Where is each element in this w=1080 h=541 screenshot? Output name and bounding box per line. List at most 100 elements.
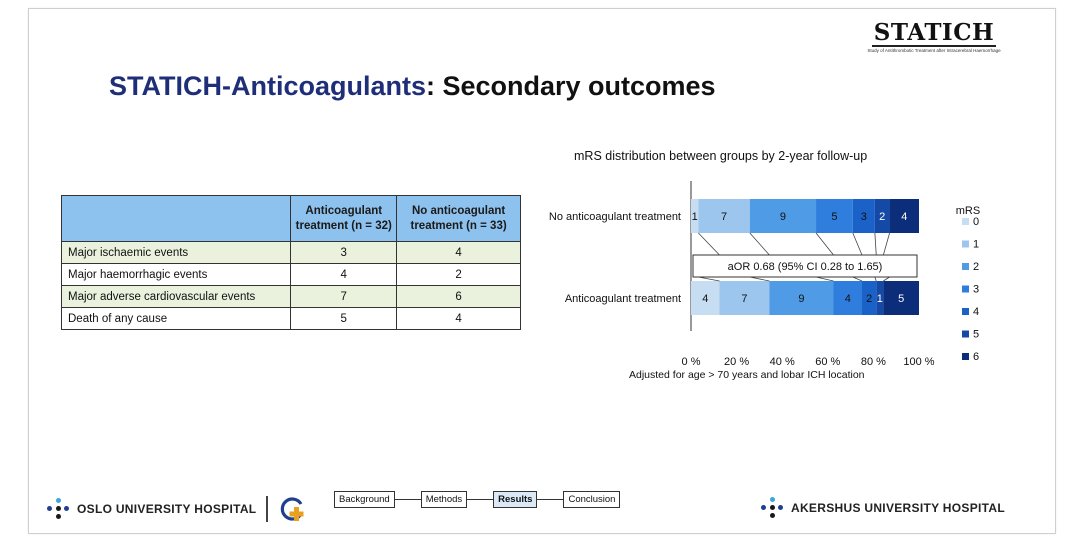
bar-segment-label: 5 [831,211,837,223]
bar-segment [862,281,877,315]
legend-swatch [962,218,969,225]
bar-segment-label: 3 [861,211,867,223]
akershus-logo-dots-icon [761,497,783,519]
page-title-rest: : Secondary outcomes [426,71,716,101]
legend-label: 3 [973,284,979,296]
logo-dot [64,506,69,511]
bar-segment-label: 2 [879,211,885,223]
legend-label: 4 [973,306,979,318]
legend-label: 5 [973,329,979,341]
legend-swatch [962,308,969,315]
row-label: Major ischaemic events [60,241,292,264]
bar-segment [691,281,720,315]
secondary-outcomes-table: Anticoagulant treatment (n = 32) No anti… [60,195,521,330]
connector-line [815,276,834,282]
category-label: Anticoagulant treatment [565,293,681,305]
bar-segment [874,199,890,233]
row-value-no-anticoagulant: 4 [396,307,521,330]
table-row: Major ischaemic events 3 4 [60,241,521,264]
statich-logo-word: STATICH [871,19,997,47]
logo-dot [56,498,61,503]
nav-background[interactable]: Background [334,491,395,508]
table-row: Major haemorrhagic events 4 2 [60,263,521,286]
section-navigation: Background Methods Results Conclusion [334,491,621,508]
nav-connector [394,499,421,500]
x-tick-label: 60 % [815,356,840,367]
footer-divider [266,496,269,522]
row-value-no-anticoagulant: 2 [396,263,521,286]
footer-right: AKERSHUS UNIVERSITY HOSPITAL [761,497,1005,519]
connector-line [852,276,863,282]
connector-line [749,232,770,256]
bar-segment-label: 4 [901,211,907,223]
logo-dot [778,505,783,510]
bar-segment [719,281,770,315]
x-tick-label: 20 % [724,356,749,367]
bar-segment [889,199,919,233]
page-title: STATICH-Anticoagulants: Secondary outcom… [109,71,716,102]
bar-segment-label: 5 [898,293,904,305]
row-value-anticoagulant: 5 [290,307,398,330]
connector-line [883,276,890,282]
legend-swatch [962,353,969,360]
row-value-anticoagulant: 7 [290,285,398,308]
bar-segment-label: 2 [866,293,872,305]
connector-line [698,276,720,282]
connector-line [698,232,720,256]
akershus-hospital-name: AKERSHUS UNIVERSITY HOSPITAL [791,501,1005,515]
x-tick-label: 80 % [861,356,886,367]
row-value-anticoagulant: 4 [290,263,398,286]
connector-line [874,276,877,282]
logo-dot [56,506,61,511]
bar-segment [876,281,884,315]
row-value-anticoagulant: 3 [290,241,398,264]
nav-connector [467,499,494,500]
bar-segment-label: 1 [692,211,698,223]
category-label: No anticoagulant treatment [549,211,681,223]
legend-swatch [962,240,969,248]
bar-segment-label: 7 [721,211,727,223]
legend-label: 0 [973,216,979,228]
nav-results[interactable]: Results [493,491,538,508]
bar-segment-label: 7 [741,293,747,305]
annotation-box [692,254,918,278]
x-tick-label: 0 % [682,356,701,367]
nav-conclusion[interactable]: Conclusion [563,491,621,508]
connector-line [852,232,863,256]
row-value-no-anticoagulant: 6 [396,285,521,308]
statich-logo: STATICH Study of Antithrombotic Treatmen… [854,19,1014,54]
x-tick-label: 40 % [770,356,795,367]
bar-segment [749,199,817,233]
logo-dot [47,506,52,511]
table-header-row: Anticoagulant treatment (n = 32) No anti… [60,195,521,242]
table-header-empty [60,195,292,242]
logo-dot [770,497,775,502]
logo-dot [761,505,766,510]
connector-line [749,276,770,282]
connector-line [882,232,890,256]
legend-swatch [962,263,969,270]
logo-dot [770,505,775,510]
legend-title: mRS [956,205,980,217]
legend-swatch [962,285,969,293]
bar-segment-label: 9 [780,211,786,223]
row-label: Major adverse cardiovascular events [60,285,292,308]
x-tick-label: 100 % [903,356,934,367]
slide: STATICH Study of Antithrombotic Treatmen… [28,8,1056,534]
connector-line [815,232,834,256]
row-value-no-anticoagulant: 4 [396,241,521,264]
bar-segment-label: 4 [845,293,851,305]
footer-left: OSLO UNIVERSITY HOSPITAL [47,495,306,523]
table-row: Major adverse cardiovascular events 7 6 [60,285,521,308]
legend-swatch [962,330,969,338]
hospital-ring-cross-icon [281,497,304,521]
logo-dot [770,513,775,518]
chart-title: mRS distribution between groups by 2-yea… [574,149,868,163]
page-title-main: STATICH-Anticoagulants [109,71,426,101]
legend-label: 1 [973,239,979,251]
legend-label: 2 [973,261,979,273]
bar-segment-label: 4 [702,293,708,305]
bar-segment [833,281,862,315]
nav-methods[interactable]: Methods [420,491,468,508]
